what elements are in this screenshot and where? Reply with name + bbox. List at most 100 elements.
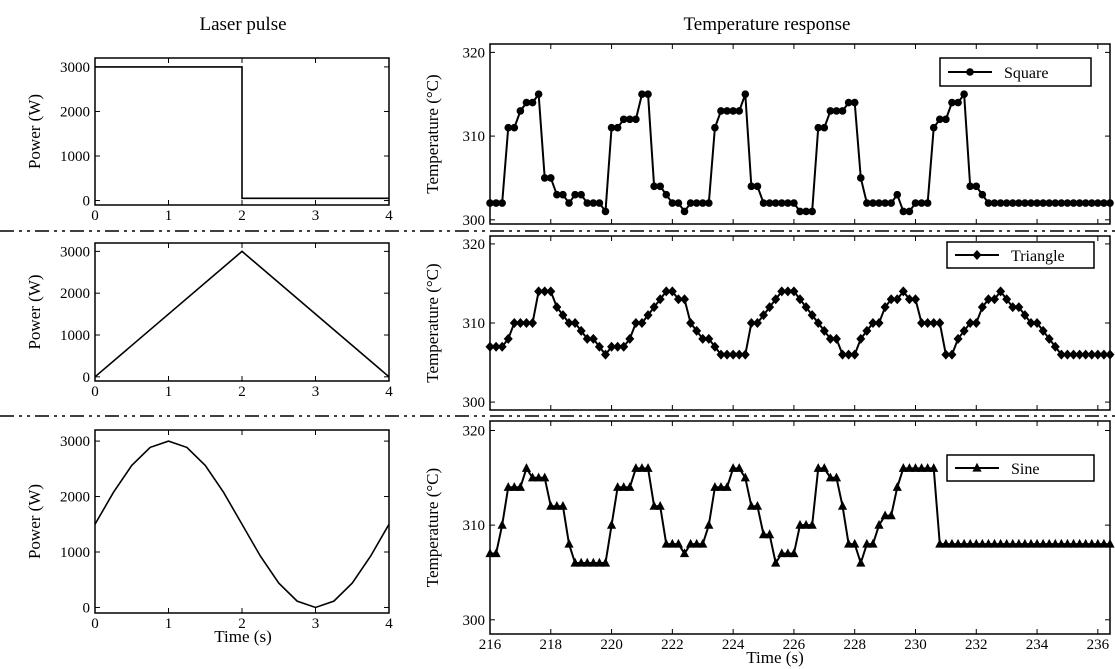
x-tick-label: 0 bbox=[91, 384, 99, 400]
data-point bbox=[1087, 538, 1097, 548]
x-tick-label: 0 bbox=[91, 208, 99, 224]
data-point bbox=[795, 519, 805, 529]
y-tick-label: 320 bbox=[463, 423, 486, 439]
data-point bbox=[735, 107, 744, 115]
data-point bbox=[722, 349, 732, 360]
data-point bbox=[802, 207, 810, 216]
data-point bbox=[1087, 349, 1097, 360]
data-point bbox=[868, 538, 878, 548]
data-point bbox=[631, 318, 641, 328]
data-point bbox=[959, 325, 969, 336]
data-point bbox=[801, 302, 811, 313]
data-point bbox=[916, 463, 927, 472]
data-point bbox=[1008, 302, 1018, 313]
data-point bbox=[546, 501, 556, 510]
data-point bbox=[552, 302, 562, 313]
data-point bbox=[856, 557, 866, 567]
data-point bbox=[923, 318, 933, 328]
data-point bbox=[625, 333, 635, 344]
data-point bbox=[632, 115, 640, 124]
data-point bbox=[570, 318, 580, 328]
data-point bbox=[552, 501, 562, 510]
plot-frame bbox=[489, 420, 1111, 635]
data-point bbox=[583, 199, 592, 207]
data-point bbox=[497, 519, 507, 529]
y-tick-label: 1000 bbox=[60, 545, 90, 561]
data-point bbox=[917, 199, 926, 207]
data-point bbox=[1062, 538, 1073, 548]
data-point bbox=[996, 286, 1006, 297]
data-point bbox=[971, 538, 981, 548]
data-point bbox=[765, 529, 775, 539]
data-point bbox=[698, 538, 708, 548]
data-point bbox=[777, 199, 786, 207]
data-point bbox=[595, 199, 604, 207]
x-tick-label: 3 bbox=[312, 384, 320, 400]
data-point bbox=[1057, 199, 1066, 207]
data-point bbox=[564, 538, 574, 548]
data-point bbox=[814, 123, 823, 132]
data-point bbox=[856, 174, 865, 182]
data-point bbox=[637, 318, 647, 328]
data-point bbox=[831, 472, 842, 482]
data-point bbox=[716, 482, 726, 491]
y-tick-label: 300 bbox=[463, 213, 486, 229]
data-point bbox=[813, 318, 823, 328]
data-point bbox=[673, 538, 684, 548]
data-point bbox=[904, 463, 915, 472]
data-point bbox=[1038, 538, 1048, 548]
panel-2: 0 1 2 3 4 0 1000 2000 3000 Power (W) bbox=[25, 242, 393, 400]
data-point bbox=[759, 199, 768, 207]
data-point bbox=[534, 286, 544, 297]
data-point bbox=[643, 463, 653, 472]
data-point bbox=[692, 199, 701, 207]
data-point bbox=[1021, 199, 1029, 207]
panel-3: 0 1 2 3 4 0 1000 2000 3000 Power (W) bbox=[25, 429, 393, 632]
right-x-axis-label: Time (s) bbox=[746, 648, 803, 667]
y-tick-label: 2000 bbox=[60, 490, 90, 506]
series-line bbox=[490, 467, 1110, 564]
data-point bbox=[607, 341, 617, 352]
row-dividers bbox=[0, 230, 1115, 417]
plot-frame bbox=[489, 235, 1111, 411]
data-point bbox=[649, 501, 659, 510]
data-point bbox=[887, 199, 895, 207]
data-point bbox=[540, 174, 549, 182]
data-point bbox=[498, 199, 506, 207]
plot-frame bbox=[94, 57, 390, 206]
data-point bbox=[874, 519, 884, 529]
data-point bbox=[643, 310, 653, 321]
legend-marker bbox=[972, 250, 982, 260]
y-tick-label: 3000 bbox=[60, 244, 90, 260]
y-tick-label: 2000 bbox=[60, 104, 90, 120]
data-point bbox=[881, 199, 889, 207]
y-tick-label: 2000 bbox=[60, 286, 90, 302]
data-point bbox=[540, 286, 550, 297]
data-point bbox=[710, 482, 720, 491]
data-point bbox=[503, 333, 513, 344]
data-point bbox=[893, 190, 902, 199]
panel-4: 300 310 320 Temperature (°C) Square bbox=[423, 43, 1114, 229]
data-point bbox=[644, 90, 652, 99]
data-point bbox=[1093, 538, 1103, 548]
data-point bbox=[522, 98, 531, 107]
data-point bbox=[1081, 349, 1091, 360]
data-point bbox=[1050, 341, 1060, 352]
data-point bbox=[819, 325, 829, 336]
data-point bbox=[492, 199, 500, 207]
data-point bbox=[705, 199, 713, 207]
data-point bbox=[1051, 199, 1060, 207]
data-point bbox=[668, 199, 677, 207]
data-point bbox=[680, 207, 689, 216]
data-point bbox=[740, 472, 750, 482]
y-tick-label: 0 bbox=[83, 370, 91, 386]
data-point bbox=[868, 318, 878, 328]
data-point bbox=[801, 519, 811, 529]
data-point bbox=[796, 207, 804, 216]
data-point bbox=[509, 318, 519, 328]
data-point bbox=[910, 294, 920, 305]
data-point bbox=[996, 199, 1005, 207]
data-point bbox=[826, 107, 835, 115]
data-point bbox=[1075, 538, 1085, 548]
data-point bbox=[880, 510, 890, 520]
